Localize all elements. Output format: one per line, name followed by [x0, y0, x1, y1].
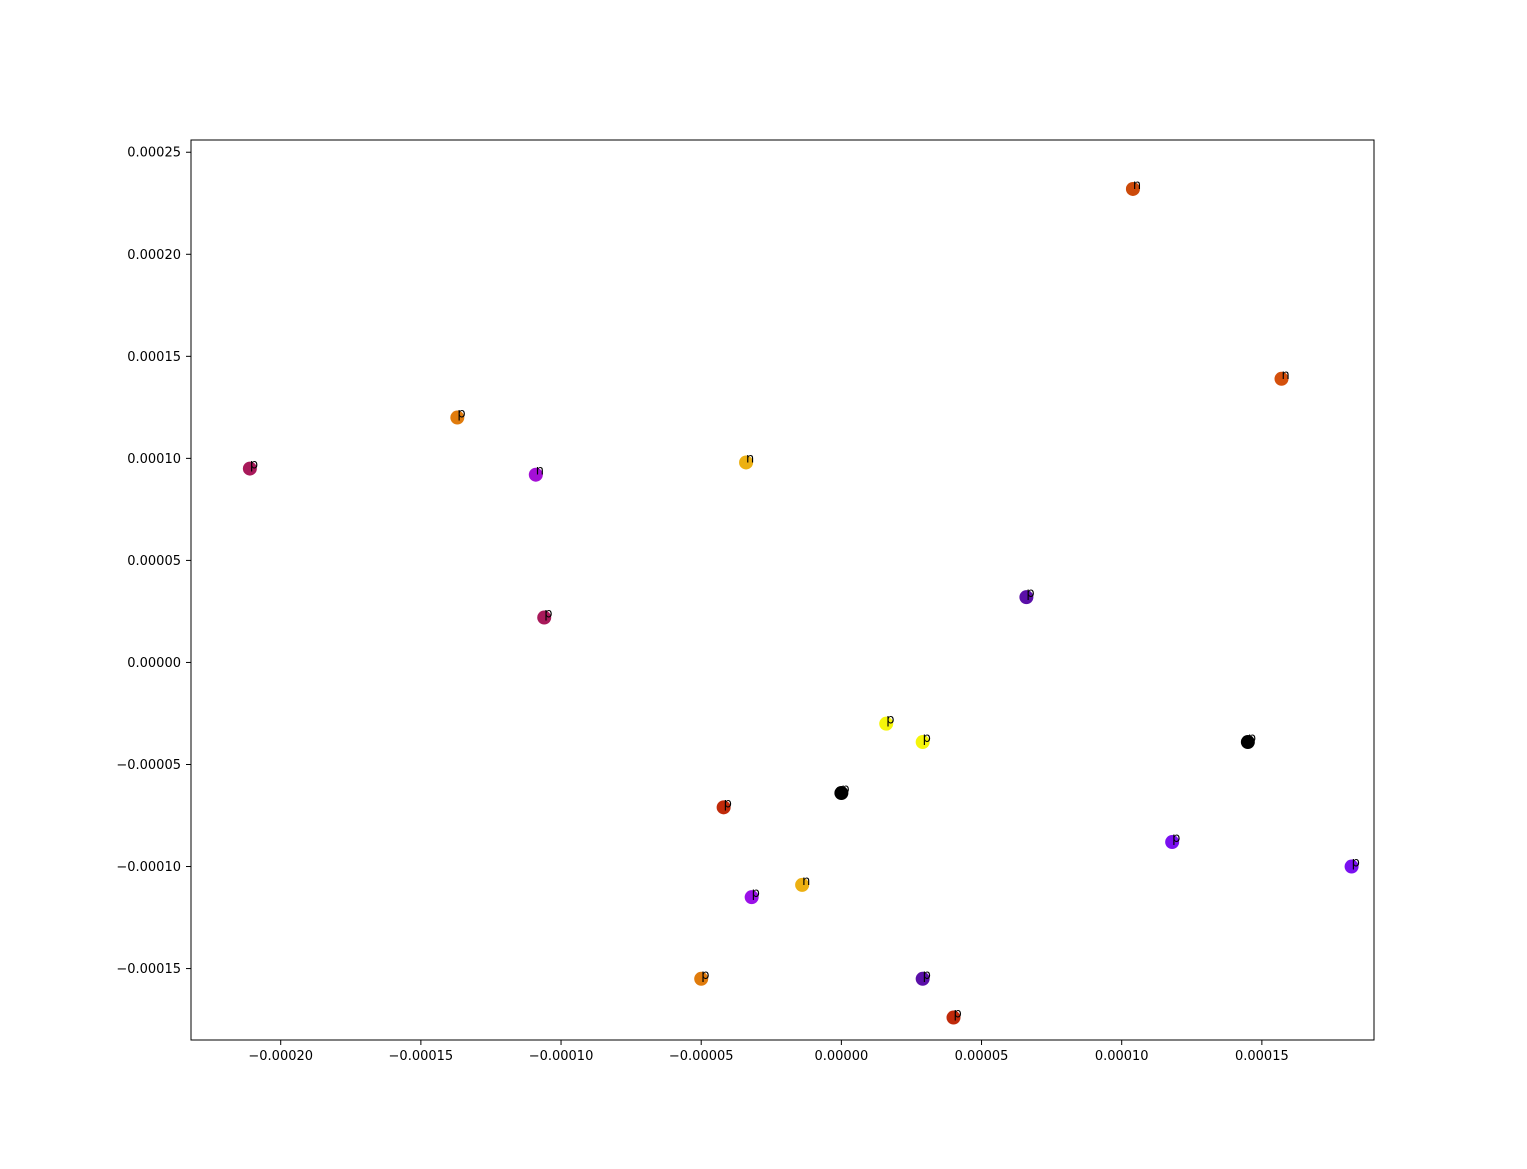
data-point [915, 735, 930, 750]
point-label: p [954, 1007, 962, 1022]
point-label: n [1281, 368, 1289, 383]
data-point [795, 877, 810, 892]
point-label: n [746, 451, 754, 466]
plot-frame [190, 139, 1375, 1041]
point-label: p [701, 968, 709, 983]
x-tick-label: 0.00005 [955, 1049, 1009, 1064]
x-tick-label: 0.00015 [1235, 1049, 1289, 1064]
point-label: n [802, 874, 810, 889]
y-tick-label: 0.00005 [127, 554, 181, 569]
data-point [716, 800, 731, 815]
data-point [694, 971, 709, 986]
data-point [879, 716, 894, 731]
data-point [744, 890, 759, 905]
data-point [946, 1010, 961, 1025]
x-tick-label: −0.00020 [248, 1049, 313, 1064]
y-tick-label: 0.00015 [127, 350, 181, 365]
x-tick-label: −0.00005 [669, 1049, 734, 1064]
x-tick-label: −0.00015 [389, 1049, 454, 1064]
point-label: p [1172, 831, 1180, 846]
data-point [1019, 590, 1034, 605]
point-label: n [536, 464, 544, 479]
y-tick-label: 0.00010 [127, 452, 181, 467]
y-tick-label: 0.00025 [127, 146, 181, 161]
point-label: p [1248, 731, 1256, 746]
x-tick-label: 0.00000 [814, 1049, 868, 1064]
point-label: p [923, 968, 931, 983]
data-point [528, 467, 543, 482]
y-tick-label: 0.00000 [127, 656, 181, 671]
data-point [1165, 835, 1180, 850]
point-label: p [1352, 856, 1360, 871]
x-tick-label: 0.00010 [1095, 1049, 1149, 1064]
y-tick-label: 0.00020 [127, 248, 181, 263]
data-point [1274, 371, 1289, 386]
data-point [1125, 181, 1140, 196]
point-label: p [923, 731, 931, 746]
data-point [1240, 735, 1255, 750]
point-label: p [724, 796, 732, 811]
data-point [1344, 859, 1359, 874]
data-point [242, 461, 257, 476]
x-tick-label: −0.00010 [529, 1049, 594, 1064]
data-point [450, 410, 465, 425]
point-label: p [752, 886, 760, 901]
data-point [834, 786, 849, 801]
point-label: n [1133, 178, 1141, 193]
data-point [915, 971, 930, 986]
data-point [537, 610, 552, 625]
point-label: p [457, 407, 465, 422]
point-label: p [841, 782, 849, 797]
y-tick-label: −0.00005 [116, 758, 181, 773]
point-label: p [1026, 586, 1034, 601]
data-point [739, 455, 754, 470]
y-tick-label: −0.00015 [116, 962, 181, 977]
point-label: p [886, 713, 894, 728]
point-label: p [544, 607, 552, 622]
y-tick-label: −0.00010 [116, 860, 181, 875]
point-label: p [250, 458, 258, 473]
